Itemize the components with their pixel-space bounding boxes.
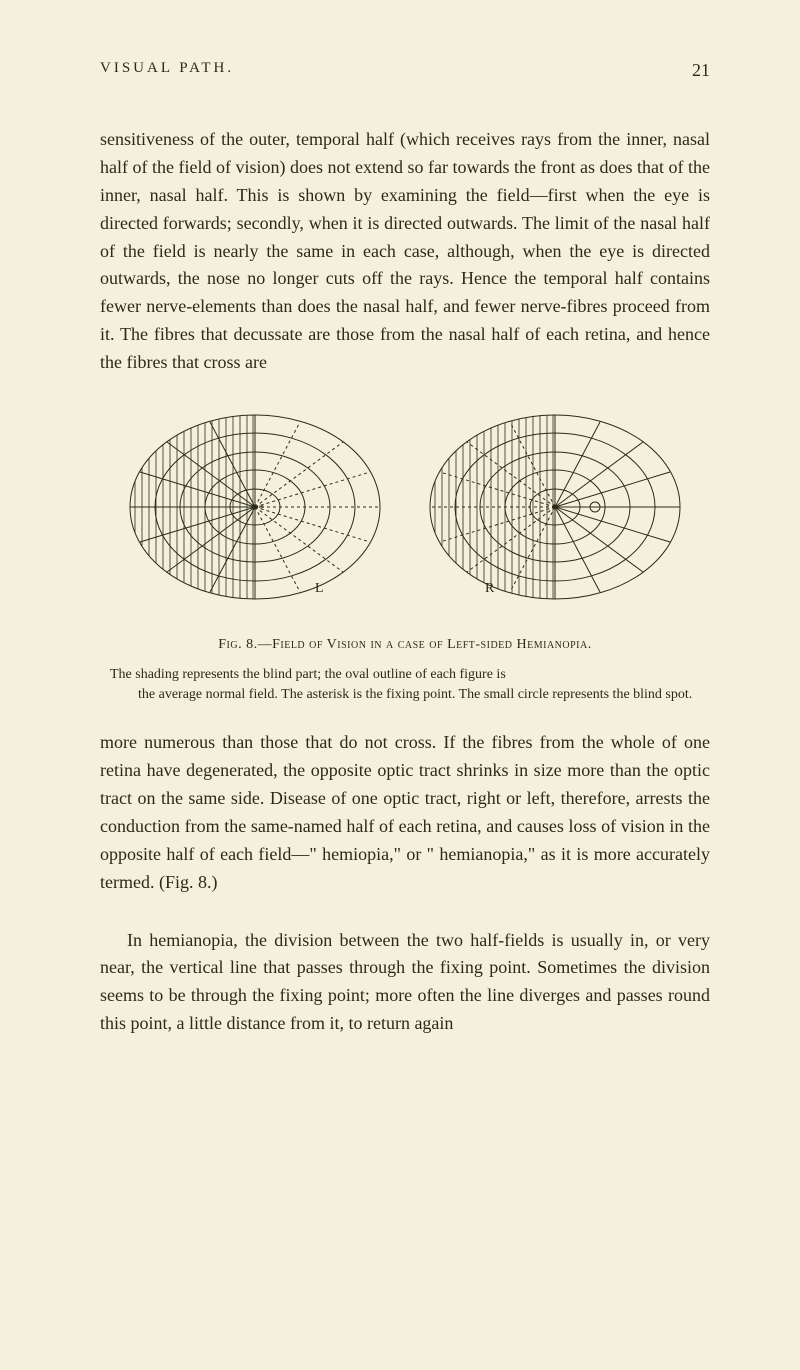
- figure-caption: Fig. 8.—Field of Vision in a case of Lef…: [100, 637, 710, 653]
- figure-description: The shading represents the blind part; t…: [100, 665, 710, 704]
- figure-left-label: L: [315, 581, 324, 596]
- figure-left-eye: * L: [120, 407, 390, 607]
- paragraph-1-text: sensitiveness of the outer, temporal hal…: [100, 126, 710, 377]
- paragraph-3-text: In hemianopia, the division between the …: [100, 927, 710, 1039]
- paragraph-3: In hemianopia, the division between the …: [100, 927, 710, 1039]
- svg-text:*: *: [258, 501, 264, 515]
- figures-container: * L: [100, 407, 710, 607]
- figure-right-eye: * R: [420, 407, 690, 607]
- paragraph-2-text: more numerous than those that do not cro…: [100, 729, 710, 896]
- figure-description-line1: The shading represents the blind part; t…: [110, 665, 700, 685]
- page-number: 21: [692, 60, 710, 81]
- paragraph-2: more numerous than those that do not cro…: [100, 729, 710, 896]
- figure-description-line2: the average normal field. The asterisk i…: [110, 685, 700, 705]
- header-title: VISUAL PATH.: [100, 60, 234, 81]
- page-header: VISUAL PATH. 21: [100, 60, 710, 81]
- figure-right-label: R: [485, 581, 495, 596]
- paragraph-1: sensitiveness of the outer, temporal hal…: [100, 126, 710, 377]
- page-container: VISUAL PATH. 21 sensitiveness of the out…: [0, 0, 800, 1128]
- svg-text:*: *: [552, 501, 558, 515]
